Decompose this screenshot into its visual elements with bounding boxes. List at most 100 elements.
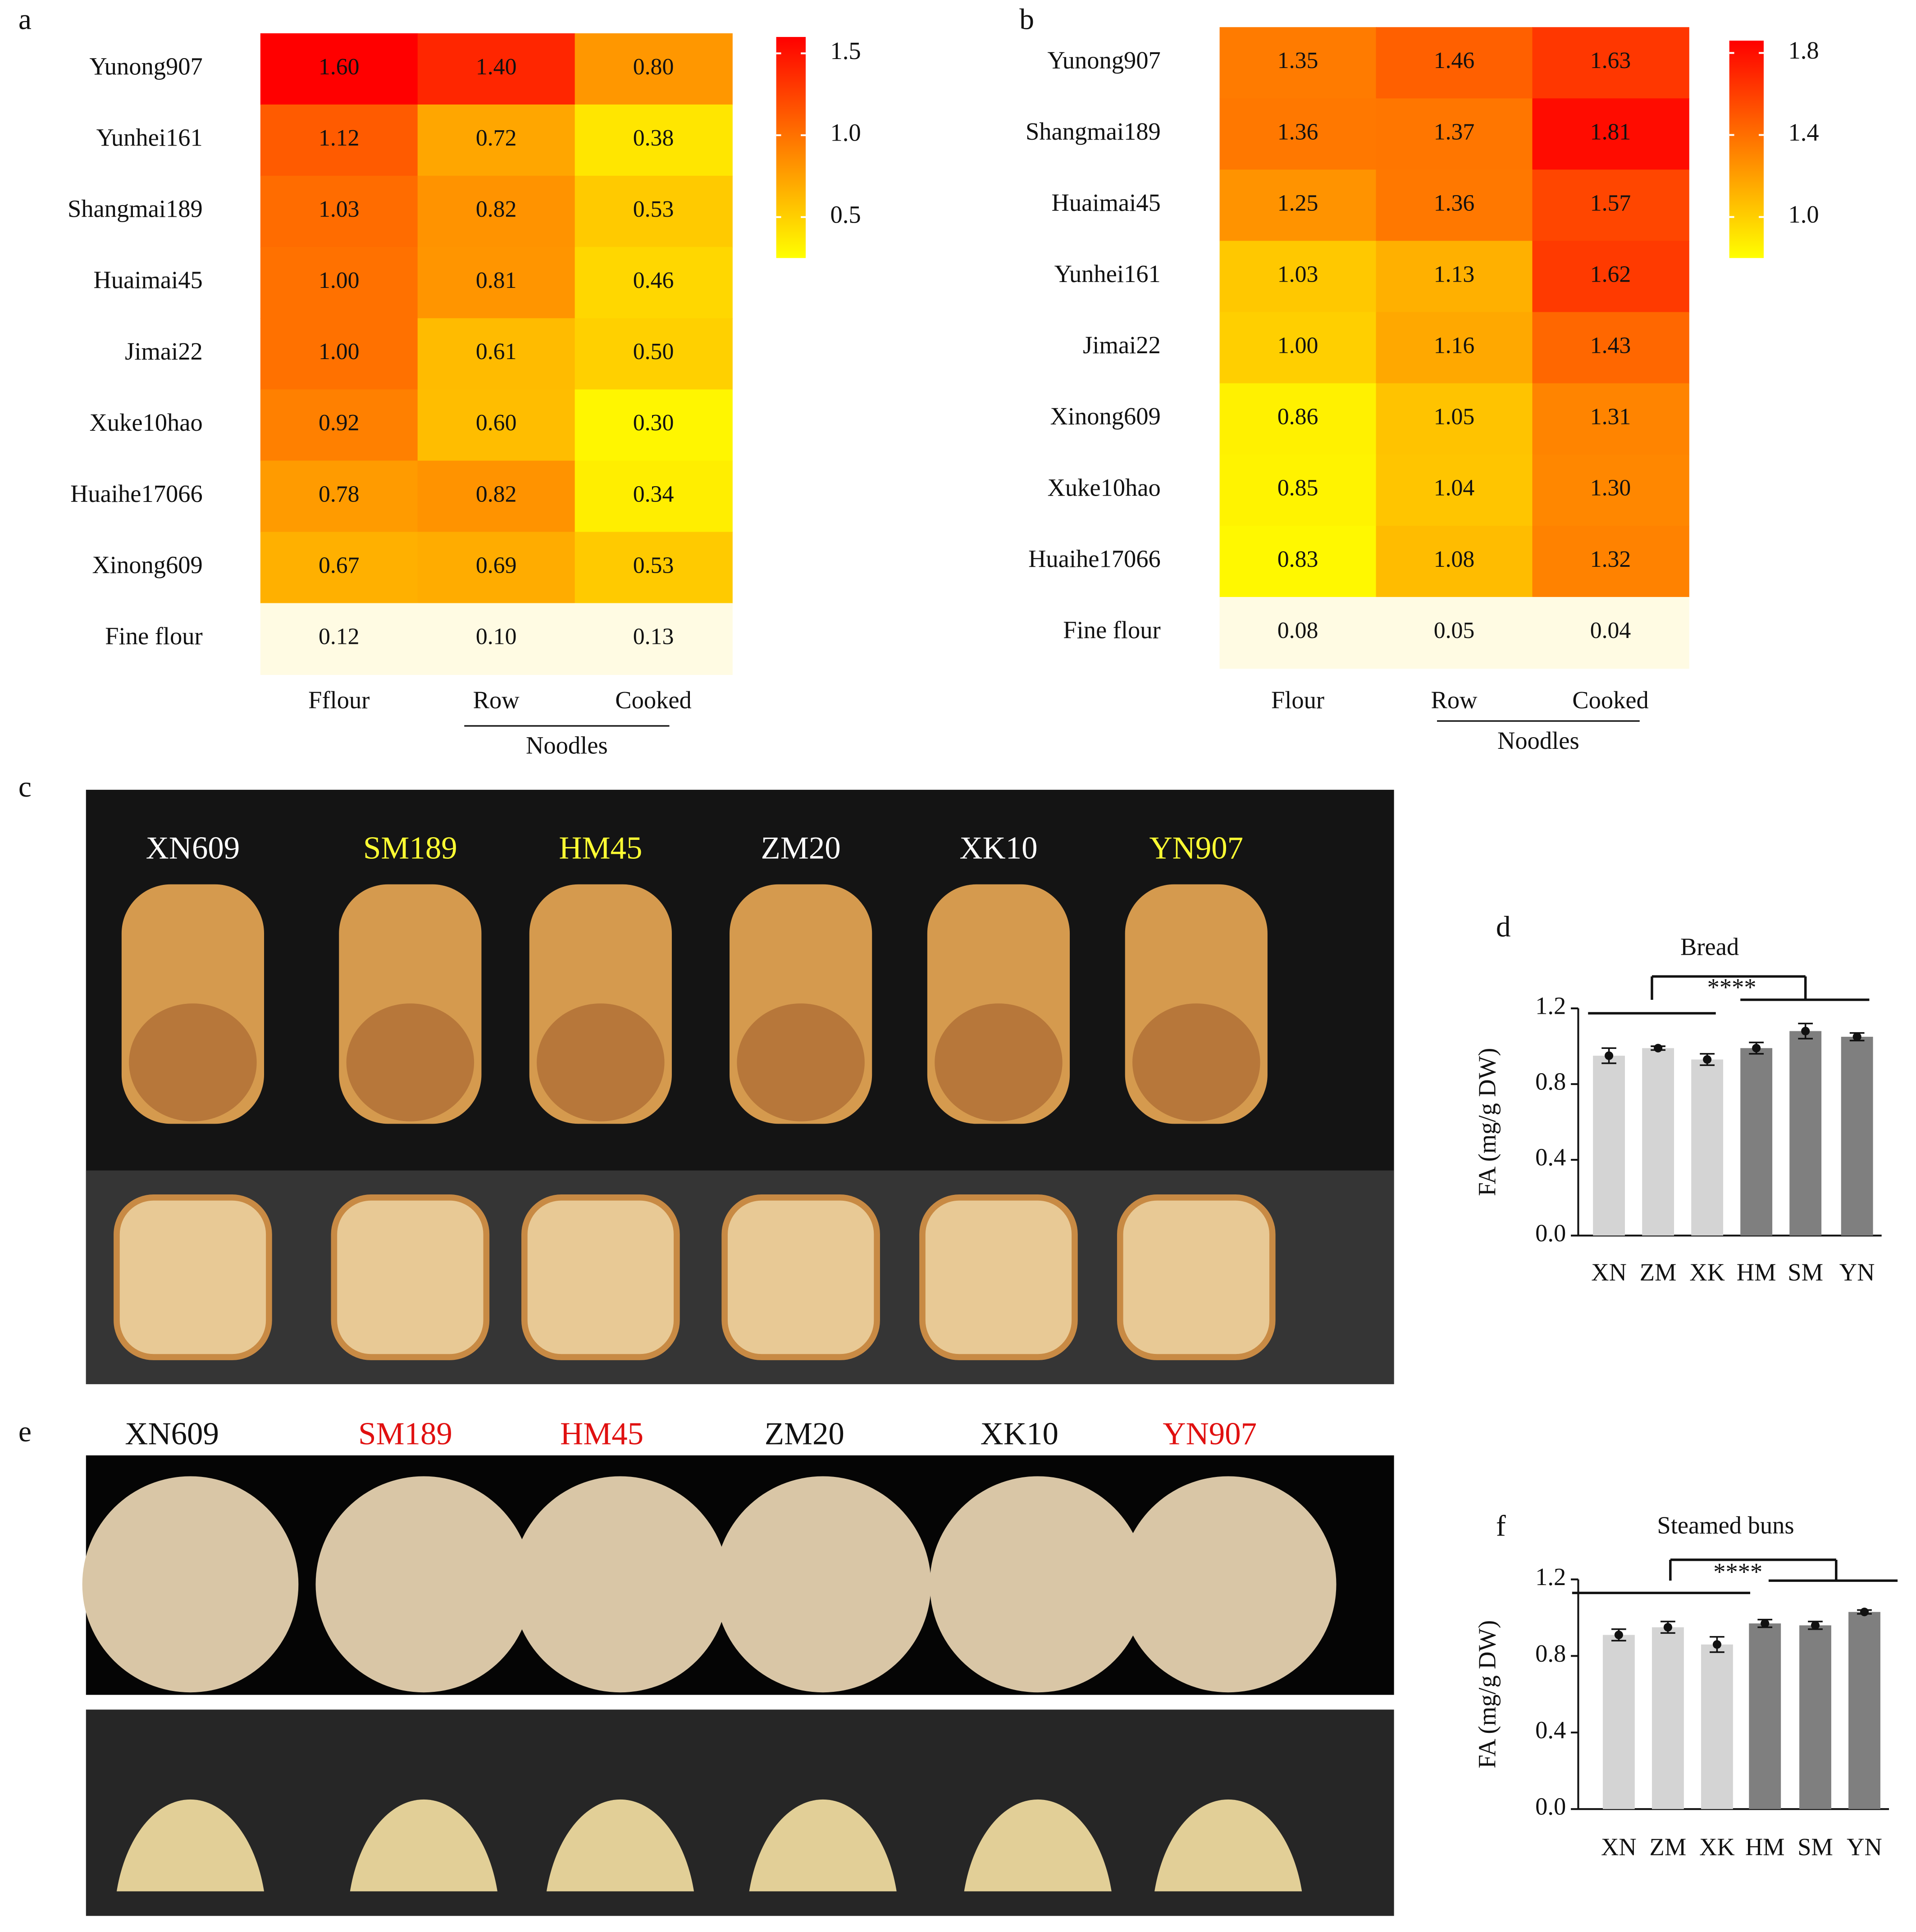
heatmap-cell xyxy=(1219,454,1377,527)
heatmap-cell xyxy=(260,33,419,105)
heatmap-cell xyxy=(1532,383,1689,456)
cell-label: 0.12 xyxy=(319,624,360,650)
bar xyxy=(1841,1037,1873,1236)
heatmap-cell xyxy=(1219,169,1377,242)
heatmap-cell xyxy=(1376,525,1533,598)
y-tick-label: 0.4 xyxy=(1535,1716,1566,1744)
cell-label: 1.46 xyxy=(1434,48,1475,73)
photo-label: SM189 xyxy=(358,1417,452,1452)
cell-label: 0.83 xyxy=(1277,547,1318,572)
heatmap-cell xyxy=(260,104,419,177)
panel-letter: f xyxy=(1496,1510,1506,1543)
bar-dot xyxy=(1811,1621,1820,1630)
heatmap-cell xyxy=(1376,383,1533,456)
bread-end xyxy=(737,1003,865,1121)
heatmap-cell xyxy=(575,318,733,390)
row-label: Xinong609 xyxy=(92,551,202,579)
bar xyxy=(1740,1048,1773,1236)
colorbar-label: 1.5 xyxy=(830,37,861,64)
photo-label: HM45 xyxy=(559,830,642,866)
bar xyxy=(1642,1048,1674,1236)
row-label: Yunong907 xyxy=(89,52,202,80)
x-tick-label: YN xyxy=(1847,1833,1882,1861)
heatmap-cell xyxy=(1532,312,1689,384)
cell-label: 0.53 xyxy=(633,196,674,222)
y-tick-label: 0.0 xyxy=(1535,1793,1566,1820)
cell-label: 0.08 xyxy=(1277,618,1318,643)
row-label: Huaihe17066 xyxy=(70,480,203,507)
heatmap-cell xyxy=(260,318,419,390)
bar-dot xyxy=(1712,1640,1721,1649)
cell-label: 1.57 xyxy=(1590,190,1631,216)
x-tick-label: XK xyxy=(1699,1833,1735,1861)
significance-label: **** xyxy=(1713,1558,1762,1586)
heatmap-cell xyxy=(1532,454,1689,527)
column-label: Fflour xyxy=(308,686,370,714)
panel-letter: c xyxy=(18,771,32,803)
cell-label: 1.16 xyxy=(1434,333,1475,359)
bar xyxy=(1691,1059,1724,1236)
steamed-bun xyxy=(715,1476,931,1693)
heatmap-cell xyxy=(1532,241,1689,313)
row-label: Xuke10hao xyxy=(1047,474,1160,501)
cell-label: 1.43 xyxy=(1590,333,1631,359)
heatmap-cell xyxy=(417,104,575,177)
bun-section xyxy=(546,1799,694,1891)
bun-section xyxy=(350,1799,497,1891)
cell-label: 0.53 xyxy=(633,552,674,578)
cell-label: 1.13 xyxy=(1434,261,1475,287)
cell-label: 1.04 xyxy=(1434,475,1475,501)
cell-label: 1.36 xyxy=(1434,190,1475,216)
photo-label: HM45 xyxy=(560,1417,643,1452)
cell-label: 1.12 xyxy=(319,125,360,151)
chart-title: Steamed buns xyxy=(1657,1511,1794,1539)
cell-label: 1.03 xyxy=(1277,261,1318,287)
row-label: Huaimai45 xyxy=(1052,189,1161,216)
heatmap-cell xyxy=(1219,383,1377,456)
colorbar-label: 1.4 xyxy=(1788,118,1819,146)
heatmap-cell xyxy=(575,33,733,105)
bread-end xyxy=(129,1003,257,1121)
photo-label: XN609 xyxy=(125,1417,219,1452)
cell-label: 1.00 xyxy=(1277,333,1318,359)
cell-label: 1.32 xyxy=(1590,547,1631,572)
bar-dot xyxy=(1761,1619,1770,1628)
cell-label: 0.78 xyxy=(319,481,360,507)
bar-dot xyxy=(1752,1043,1761,1053)
heatmap-cell xyxy=(1532,27,1689,99)
photo-label: ZM20 xyxy=(761,830,841,866)
cell-label: 0.80 xyxy=(633,54,674,80)
bar xyxy=(1749,1623,1781,1809)
row-label: Huaihe17066 xyxy=(1028,545,1161,572)
heatmap-cell xyxy=(1219,241,1377,313)
row-label: Fine flour xyxy=(1063,616,1160,644)
row-label: Jimai22 xyxy=(125,337,203,365)
photo-label: XN609 xyxy=(146,830,240,866)
x-tick-label: ZM xyxy=(1650,1833,1687,1861)
bar-dot xyxy=(1614,1631,1623,1640)
heatmap-cell xyxy=(417,33,575,105)
heatmap-cell xyxy=(417,318,575,390)
bun-section xyxy=(1154,1799,1302,1891)
photo-label: ZM20 xyxy=(765,1417,844,1452)
cell-label: 1.37 xyxy=(1434,119,1475,145)
row-label: Fine flour xyxy=(105,622,202,650)
cell-label: 1.63 xyxy=(1590,48,1631,73)
x-tick-label: HM xyxy=(1737,1258,1776,1286)
heatmap-cell xyxy=(1532,525,1689,598)
x-tick-label: SM xyxy=(1797,1833,1833,1861)
y-tick-label: 1.2 xyxy=(1535,992,1566,1020)
x-tick-label: XN xyxy=(1601,1833,1637,1861)
y-tick-label: 0.8 xyxy=(1535,1068,1566,1095)
bread-end xyxy=(346,1003,474,1121)
cell-label: 0.50 xyxy=(633,339,674,365)
x-tick-label: HM xyxy=(1745,1833,1785,1861)
significance-label: **** xyxy=(1707,974,1756,1001)
cell-label: 0.60 xyxy=(476,410,517,436)
group-label: Noodles xyxy=(1497,727,1579,754)
y-tick-label: 1.2 xyxy=(1535,1563,1566,1590)
row-label: Shangmai189 xyxy=(1026,118,1161,145)
row-label: Shangmai189 xyxy=(68,195,203,223)
row-label: Yunhei161 xyxy=(96,124,203,151)
